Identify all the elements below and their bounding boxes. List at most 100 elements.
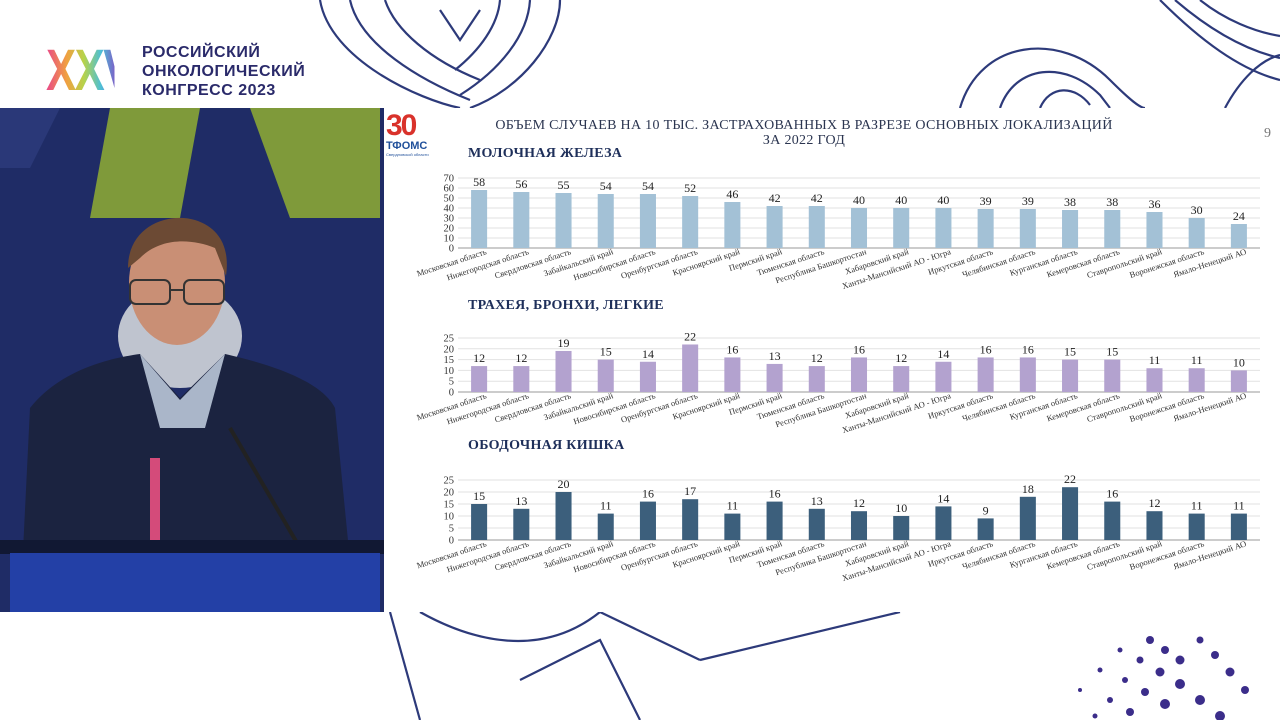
data-label: 14 (642, 347, 654, 361)
bar (513, 192, 530, 248)
congress-name-line-1: РОССИЙСКИЙ (142, 43, 261, 61)
bar (639, 501, 656, 540)
y-tick-label: 20 (444, 488, 455, 499)
data-label: 11 (1191, 353, 1203, 367)
data-label: 9 (983, 503, 989, 517)
y-tick-label: 20 (444, 224, 455, 235)
speaker-illustration (0, 108, 384, 612)
bar (935, 208, 952, 248)
y-tick-label: 40 (444, 204, 455, 215)
data-label: 46 (726, 187, 738, 201)
bar (1146, 368, 1163, 392)
data-label: 15 (1064, 345, 1076, 359)
y-tick-label: 10 (444, 366, 455, 377)
bar (724, 513, 741, 540)
slide-title-line-2: ЗА 2022 ГОД (762, 133, 846, 148)
lectern-top (0, 540, 384, 554)
data-label: 16 (1106, 487, 1118, 501)
y-tick-label: 50 (444, 194, 455, 205)
congress-name-line-3: КОНГРЕСС 2023 (142, 81, 276, 99)
y-tick-label: 30 (444, 214, 455, 225)
data-label: 12 (515, 351, 527, 365)
bar (555, 193, 572, 248)
bar (682, 344, 699, 392)
bar (766, 501, 783, 540)
data-label: 12 (895, 351, 907, 365)
data-label: 18 (1022, 482, 1034, 496)
data-label: 42 (811, 191, 823, 205)
data-label: 12 (853, 496, 865, 510)
data-label: 11 (727, 499, 739, 513)
data-label: 11 (600, 499, 612, 513)
data-label: 40 (895, 193, 907, 207)
tfoms-logo-name: ТФОМС (386, 140, 428, 152)
data-label: 16 (769, 487, 781, 501)
tfoms-logo: 30 ТФОМС Свердловской области (386, 109, 430, 158)
bar (766, 363, 783, 392)
y-tick-label: 15 (444, 355, 455, 366)
page-number: 9 (1264, 126, 1271, 141)
bar (977, 518, 994, 540)
data-label: 12 (1148, 496, 1160, 510)
y-tick-label: 10 (444, 512, 455, 523)
bar (935, 506, 952, 540)
congress-name: РОССИЙСКИЙ ОНКОЛОГИЧЕСКИЙ КОНГРЕСС 2023 (142, 43, 305, 100)
bar (724, 357, 741, 392)
bar (471, 366, 488, 392)
data-label: 10 (1233, 355, 1245, 369)
chart-title-colon: ОБОДОЧНАЯ КИШКА (468, 438, 625, 453)
tfoms-logo-number: 30 (386, 109, 417, 142)
y-tick-label: 5 (449, 377, 454, 388)
chart-title-lungs: ТРАХЕЯ, БРОНХИ, ЛЕГКИЕ (468, 298, 664, 313)
bar (850, 357, 868, 392)
data-label: 11 (1191, 499, 1203, 513)
bar (935, 361, 952, 392)
data-label: 16 (980, 342, 992, 356)
data-label: 14 (937, 347, 949, 361)
data-label: 15 (473, 489, 485, 503)
y-tick-label: 0 (449, 388, 454, 399)
data-label: 17 (684, 484, 696, 498)
bar (1062, 487, 1079, 540)
bar (893, 366, 910, 392)
data-label: 14 (937, 491, 949, 505)
y-tick-label: 15 (444, 500, 455, 511)
bar (808, 508, 825, 540)
data-label: 12 (811, 351, 823, 365)
data-label: 10 (895, 501, 907, 515)
data-label: 24 (1233, 209, 1245, 223)
bar (977, 357, 994, 392)
slide-title-line-1: ОБЪЕМ СЛУЧАЕВ НА 10 ТЫС. ЗАСТРАХОВАННЫХ … (495, 118, 1113, 133)
chart-title-breast: МОЛОЧНАЯ ЖЕЛЕЗА (468, 146, 623, 161)
congress-logo: XXVII РОССИЙСКИЙ ОНКОЛОГИЧЕСКИЙ КОНГРЕСС… (46, 36, 305, 106)
bar (850, 208, 868, 248)
y-tick-label: 25 (444, 476, 455, 487)
y-tick-label: 0 (449, 244, 454, 255)
bar (724, 202, 741, 248)
data-label: 16 (726, 342, 738, 356)
y-tick-label: 25 (444, 334, 455, 345)
data-label: 56 (515, 177, 527, 191)
data-label: 22 (1064, 472, 1076, 486)
data-label: 16 (853, 342, 865, 356)
bar (1230, 370, 1247, 392)
data-label: 38 (1064, 195, 1076, 209)
data-label: 36 (1148, 197, 1160, 211)
data-label: 55 (558, 178, 570, 192)
bar (1104, 210, 1121, 248)
bar (1104, 359, 1121, 392)
bar (808, 206, 825, 248)
bar (639, 361, 656, 392)
data-label: 22 (684, 329, 696, 343)
tfoms-logo-subtitle: Свердловской области (386, 152, 429, 157)
bar (1146, 212, 1163, 248)
bar (1146, 511, 1163, 540)
bar (555, 492, 572, 540)
bar (597, 359, 614, 392)
bar (1188, 368, 1205, 392)
data-label: 38 (1106, 195, 1118, 209)
bar (1104, 501, 1121, 540)
speaker-video (0, 108, 384, 612)
